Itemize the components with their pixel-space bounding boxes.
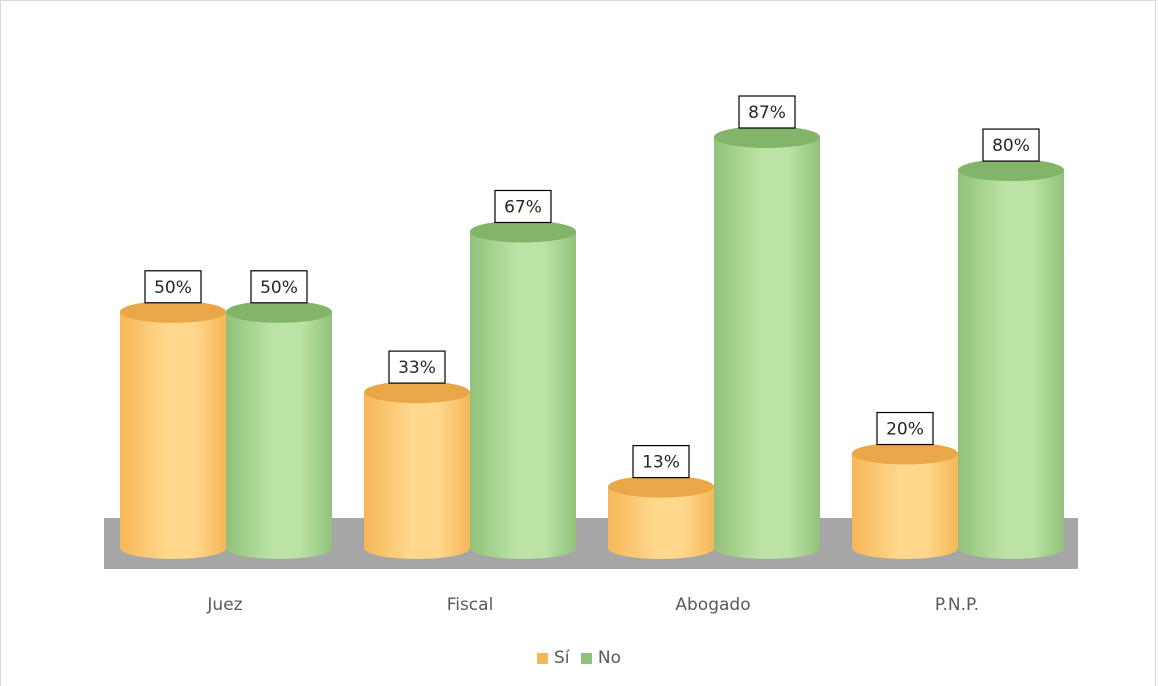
bar-top-fiscal-si: [364, 381, 470, 404]
bar-body-fiscal-si: [364, 392, 470, 559]
category-label-pnp: P.N.P.: [935, 595, 979, 615]
legend: Sí No: [0, 648, 1158, 669]
data-label-box-abogado-no: [738, 95, 796, 129]
data-label-fiscal-no: 67%: [494, 189, 552, 224]
category-label-juez: Juez: [206, 595, 242, 615]
data-label-abogado-no: 87%: [738, 95, 796, 129]
bar-top-fiscal-no: [470, 220, 576, 243]
data-label-pnp-si: 20%: [876, 411, 934, 446]
category-labels-group: Juez Fiscal Abogado P.N.P.: [206, 595, 979, 615]
bar-body-juez-no: [226, 311, 332, 559]
chart-floor: [104, 518, 1078, 569]
category-label-fiscal: Fiscal: [447, 595, 494, 615]
bar-pnp-no: [958, 159, 1064, 559]
data-label-box-pnp-no: [982, 128, 1040, 162]
legend-swatch-si: [536, 652, 548, 664]
data-label-box-pnp-si: [876, 411, 934, 446]
bar-juez-si: [120, 300, 226, 559]
data-label-box-fiscal-si: [388, 350, 446, 384]
data-label-text-pnp-no: 80%: [992, 136, 1030, 156]
data-label-box-fiscal-no: [494, 189, 552, 224]
data-label-text-abogado-no: 87%: [748, 103, 786, 123]
bar-abogado-no: [714, 126, 820, 559]
legend-item-no: No: [580, 648, 622, 668]
data-label-juez-si: 50%: [144, 270, 202, 304]
legend-label-si: Sí: [553, 648, 570, 668]
bar-top-juez-no: [226, 300, 332, 323]
legend-item-si: Sí: [536, 648, 570, 668]
data-label-text-juez-si: 50%: [154, 278, 192, 298]
data-label-text-abogado-si: 13%: [642, 453, 680, 473]
data-label-abogado-si: 13%: [632, 444, 690, 479]
bars-group: [120, 126, 1064, 559]
bar-top-pnp-si: [852, 442, 958, 465]
data-label-box-juez-si: [144, 270, 202, 304]
bar-body-fiscal-no: [470, 231, 576, 559]
bar-top-abogado-no: [714, 126, 820, 148]
bar-body-abogado-no: [714, 137, 820, 559]
data-label-fiscal-si: 33%: [388, 350, 446, 384]
bar-top-pnp-no: [958, 159, 1064, 182]
bar-fiscal-no: [470, 220, 576, 559]
bar-top-abogado-si: [608, 475, 714, 498]
bar-body-abogado-si: [608, 486, 714, 559]
bar-pnp-si: [852, 442, 958, 559]
bar-body-juez-si: [120, 311, 226, 559]
bar-body-pnp-no: [958, 170, 1064, 559]
category-label-abogado: Abogado: [675, 595, 750, 615]
data-label-box-juez-no: [250, 270, 308, 304]
data-label-juez-no: 50%: [250, 270, 308, 304]
data-label-text-juez-no: 50%: [260, 278, 298, 298]
data-label-box-abogado-si: [632, 444, 690, 479]
bar-body-pnp-si: [852, 453, 958, 559]
data-labels-group: 50% 50% 33% 67% 13% 87% 20% 80%: [144, 95, 1040, 479]
data-label-text-fiscal-no: 67%: [504, 197, 542, 217]
legend-swatch-no: [580, 652, 592, 664]
bar-juez-no: [226, 300, 332, 559]
data-label-pnp-no: 80%: [982, 128, 1040, 162]
bar-top-juez-si: [120, 300, 226, 323]
legend-label-no: No: [597, 648, 622, 668]
bar-abogado-si: [608, 475, 714, 559]
data-label-text-pnp-si: 20%: [886, 420, 924, 440]
data-label-text-fiscal-si: 33%: [398, 358, 436, 378]
bar-fiscal-si: [364, 381, 470, 559]
